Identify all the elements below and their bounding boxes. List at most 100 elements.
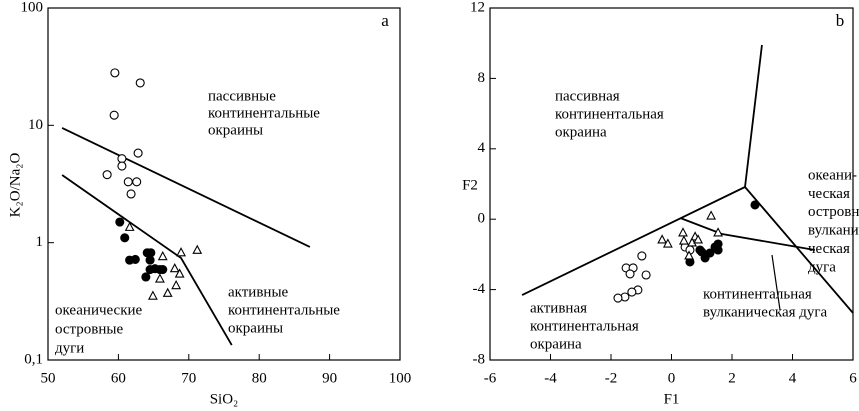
annotation: океанические [55,302,143,318]
point [141,272,151,282]
point [713,227,724,237]
boundary-line [61,127,311,248]
y-tick-label: 0,1 [24,351,43,367]
annotation: ческая [808,186,850,202]
x-tick-label: 0 [668,370,676,386]
point [155,273,165,283]
pointer-line [771,254,781,311]
point [625,269,635,279]
y-tick-label: 4 [478,140,486,156]
point [162,287,173,297]
annotation: континентальная [555,106,664,122]
point [637,251,647,261]
point [678,227,688,237]
annotation: активные [228,284,289,300]
point [117,161,127,171]
point [192,244,203,254]
point [678,235,689,245]
point [123,177,133,187]
boundary-line [61,174,233,346]
y-tick-label: 8 [478,70,486,86]
x-axis-title: SiO₂ [210,391,239,407]
point [662,238,673,248]
point [145,255,155,265]
annotation: вулкани- [808,223,859,239]
x-tick-label: -4 [544,370,557,386]
point [706,210,717,220]
point [117,154,127,164]
point [174,268,185,278]
boundary-line [680,217,816,251]
y-tick-label: 0 [478,211,486,227]
annotation: пассивные [208,88,276,104]
point [641,270,651,280]
x-tick-label: 80 [252,370,267,386]
point [657,234,668,244]
x-tick-label: -6 [484,370,497,386]
y-tick-label: 12 [470,0,485,15]
point [684,250,694,260]
point [115,217,125,227]
point [158,265,168,275]
annotation: дуга [808,259,836,275]
point [147,290,158,300]
plot-frame [47,7,401,361]
y-tick-label: 100 [21,0,44,15]
point [110,68,120,78]
y-axis-title: F2 [462,177,478,193]
point [627,287,637,297]
point [130,254,140,264]
point [750,200,760,210]
annotation: континентальная [703,286,812,302]
point [613,293,623,303]
x-tick-label: -2 [605,370,618,386]
panel-label: b [836,11,845,30]
annotation: островные [55,321,123,337]
point [146,248,156,258]
annotation: океани- [808,167,857,183]
annotation: континентальная [530,318,639,334]
annotation: континентальные [228,302,340,318]
annotation: активная [530,300,587,316]
point [693,234,704,244]
panel-label: a [381,11,389,30]
point [132,177,142,187]
point [102,170,112,180]
annotation: островная/ [808,204,859,220]
point [126,189,136,199]
annotation: окраина [555,124,607,140]
annotation: вулканическая дуга [703,304,828,320]
point [133,148,143,158]
x-tick-label: 60 [111,370,126,386]
annotation: континентальные [208,105,320,121]
x-tick-label: 2 [728,370,736,386]
y-tick-label: -4 [473,281,486,297]
point [713,239,723,249]
x-tick-label: 90 [322,370,337,386]
point [169,263,180,273]
y-tick-label: 1 [36,234,44,250]
annotation: окраины [228,320,283,336]
annotation: пассивная [555,88,620,104]
point [135,78,145,88]
point [120,233,130,243]
y-tick-label: 10 [28,117,43,133]
point [171,280,182,290]
point [697,247,707,257]
x-tick-label: 4 [789,370,797,386]
x-tick-label: 6 [849,370,857,386]
point [176,247,186,257]
y-tick-label: -8 [473,351,486,367]
annotation: ческая [808,241,850,257]
boundary-line [744,186,854,314]
annotation: окраины [208,122,263,138]
point [109,110,119,120]
x-tick-label: 100 [389,370,412,386]
annotation: дуги [55,340,84,356]
x-axis-title: F1 [664,391,680,407]
point [157,250,168,261]
x-tick-label: 70 [181,370,196,386]
annotation: окраина [530,336,582,352]
point [124,221,135,231]
